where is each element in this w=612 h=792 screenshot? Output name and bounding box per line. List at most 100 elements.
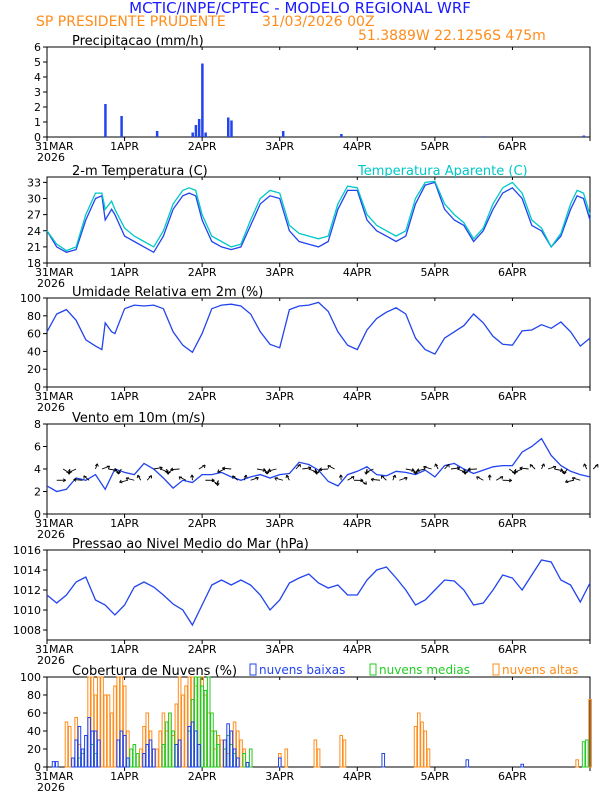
precip-bar <box>281 131 285 137</box>
wind-arrow-head <box>467 467 471 472</box>
wind-arrow-head <box>365 469 370 473</box>
wind-arrow <box>170 468 180 471</box>
cloud-bar <box>213 730 217 768</box>
panel-title: Pressao ao Nivel Medio do Mar (hPa) <box>72 537 309 552</box>
y-tick-label: 40 <box>27 725 41 738</box>
x-label-day: 2APR <box>188 770 217 783</box>
cloud-bar <box>145 744 150 768</box>
x-label-day: 5APR <box>420 517 449 530</box>
y-tick-label: 80 <box>27 310 41 323</box>
cloud-bar <box>168 712 172 768</box>
header-coordinates: 51.3889W 22.1256S 475m <box>358 28 546 44</box>
wind-arrow <box>159 468 168 473</box>
cloud-bar <box>575 759 579 768</box>
x-label-start: 31MAR <box>35 390 74 403</box>
x-label-start: 31MAR <box>35 643 74 656</box>
wind-arrow-head <box>94 463 99 467</box>
precip-bar <box>155 131 159 137</box>
y-tick-label: 1008 <box>13 624 41 637</box>
wind-arrow <box>73 479 83 481</box>
cloud-bar <box>423 730 428 768</box>
x-label-day: 4APR <box>343 517 372 530</box>
x-label-day: 6APR <box>498 643 527 656</box>
wind-arrow-head <box>297 463 301 468</box>
cloud-bar <box>242 753 247 768</box>
x-label-day: 6APR <box>498 140 527 153</box>
precip-bar <box>227 117 230 137</box>
wind-arrow-head <box>255 477 259 481</box>
wind-arrow-head <box>232 475 236 479</box>
wind-arrow-head <box>595 463 599 468</box>
y-tick-label: 8 <box>34 418 41 431</box>
y-tick-label: 3 <box>34 86 41 99</box>
x-label-day: 2APR <box>188 517 217 530</box>
x-label-day: 4APR <box>343 390 372 403</box>
legend-swatch <box>369 663 377 676</box>
wind-arrow-head <box>508 478 512 483</box>
cloud-bar <box>193 730 198 768</box>
wind-arrow-head <box>519 466 523 471</box>
cloud-bar <box>151 748 156 768</box>
wind-arrow <box>423 466 432 470</box>
cloud-bar <box>226 723 230 768</box>
x-label-start: 31MAR <box>35 266 74 279</box>
cloud-bar <box>588 699 592 768</box>
wind-arrow-head <box>338 474 343 478</box>
x-label-day: 2APR <box>188 266 217 279</box>
cloud-bar <box>416 712 421 768</box>
wind-arrow <box>250 477 259 481</box>
y-tick-label: 20 <box>27 743 41 756</box>
cloud-bar <box>84 735 88 768</box>
cloud-bar <box>119 730 124 768</box>
precip-bar <box>482 136 485 137</box>
header-location: SP PRESIDENTE PRUDENTE <box>36 14 226 30</box>
wind-arrow-head <box>363 481 367 485</box>
legend-swatch <box>492 663 500 676</box>
wind-arrow-head <box>487 474 492 478</box>
panel-frame <box>46 297 591 388</box>
x-label-day: 6APR <box>498 517 527 530</box>
wind-arrow-head <box>392 474 397 479</box>
y-tick-label: 100 <box>20 671 41 684</box>
x-label-year: 2026 <box>37 401 65 414</box>
x-label-day: 1APR <box>110 517 139 530</box>
wind-arrow-head <box>476 476 480 480</box>
x-label-start: 31MAR <box>35 140 74 153</box>
y-tick-label: 5 <box>34 56 41 69</box>
x-label-day: 5APR <box>420 643 449 656</box>
cloud-bar <box>203 690 208 768</box>
x-label-year: 2026 <box>37 151 65 164</box>
wind-arrow-head <box>68 469 73 473</box>
wind-arrow-head <box>267 468 272 472</box>
cloud-bar <box>106 694 111 768</box>
legend-label: nuvens altas <box>502 663 578 677</box>
cloud-bar <box>103 694 108 768</box>
wind-arrow-head <box>117 471 121 475</box>
cloud-bar <box>413 726 418 768</box>
cloud-bar <box>420 721 424 768</box>
wind-arrow-head <box>529 464 534 468</box>
y-tick-label: 33 <box>27 176 41 189</box>
precip-bar <box>582 135 586 137</box>
cloud-bar <box>184 685 188 768</box>
wind-arrow <box>416 468 426 472</box>
wind-arrow-head <box>315 470 320 474</box>
precip-bar <box>194 125 198 137</box>
cloud-bar <box>109 712 114 768</box>
wind-arrow <box>450 467 460 470</box>
wind-arrow-head <box>327 465 331 469</box>
cloud-bar <box>161 744 166 768</box>
cloud-bar <box>339 735 344 768</box>
wind-arrow-head <box>148 475 153 479</box>
wind-arrow-head <box>243 474 248 478</box>
x-label-start: 31MAR <box>35 517 74 530</box>
wind-arrow-head <box>215 482 220 486</box>
x-label-day: 3APR <box>265 643 294 656</box>
panel-title: Precipitacao (mm/h) <box>72 34 204 49</box>
x-label-day: 3APR <box>265 770 294 783</box>
panel-frame <box>46 46 591 138</box>
wind-arrow <box>274 477 284 481</box>
